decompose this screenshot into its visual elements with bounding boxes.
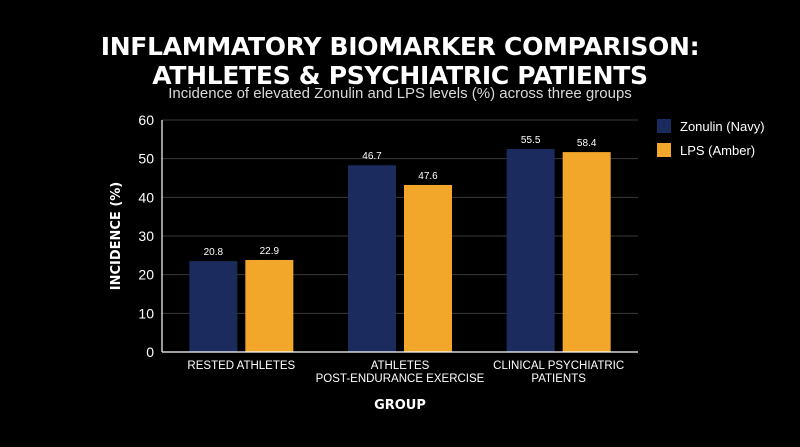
chart-title: INFLAMMATORY BIOMARKER COMPARISON: ATHLE… [0, 32, 800, 90]
bar [506, 149, 555, 352]
chart-title-line-1: INFLAMMATORY BIOMARKER COMPARISON: [100, 32, 700, 61]
bar [189, 261, 238, 352]
data-label: 46.7 [362, 151, 382, 162]
chart-title-line-2: ATHLETES & PSYCHIATRIC PATIENTS [152, 61, 648, 90]
legend-swatch [657, 143, 671, 157]
y-tick-label: 30 [138, 228, 154, 244]
y-tick-label: 40 [138, 189, 154, 205]
data-label: 55.5 [521, 135, 541, 146]
gridlines [162, 119, 638, 314]
x-category-label: ATHLETES [371, 360, 430, 372]
data-label: 20.8 [204, 247, 224, 258]
data-labels: 20.8 22.9 46.7 47.6 55.5 58.4 [204, 135, 597, 258]
y-tick-label: 50 [138, 151, 154, 167]
x-category-label: PATIENTS [531, 373, 586, 385]
x-axis-title: GROUP [374, 398, 426, 413]
legend-label: Zonulin (Navy) [680, 119, 765, 134]
y-tick-label: 0 [146, 344, 154, 360]
chart-subtitle: Incidence of elevated Zonulin and LPS le… [168, 85, 632, 102]
legend-swatch [657, 119, 671, 133]
x-category-label: POST-ENDURANCE EXERCISE [316, 373, 485, 385]
y-tick-label: 20 [138, 267, 154, 283]
y-tick-label: 10 [138, 305, 154, 321]
y-tick-labels: 0 10 20 30 40 50 60 [138, 112, 154, 360]
data-label: 22.9 [260, 246, 280, 257]
bar [245, 259, 294, 352]
x-category-label: CLINICAL PSYCHIATRIC [493, 360, 624, 372]
axes [161, 120, 638, 353]
bars [189, 149, 611, 352]
bar [562, 152, 611, 352]
legend-label: LPS (Amber) [680, 143, 755, 158]
x-category-label: RESTED ATHLETES [187, 360, 295, 372]
y-axis-title: INCIDENCE (%) [109, 182, 124, 291]
bar [348, 165, 396, 352]
bar [404, 184, 452, 352]
data-label: 47.6 [418, 171, 438, 182]
legend: Zonulin (Navy) LPS (Amber) [657, 119, 765, 158]
y-tick-label: 60 [138, 112, 154, 128]
data-label: 58.4 [577, 138, 597, 149]
